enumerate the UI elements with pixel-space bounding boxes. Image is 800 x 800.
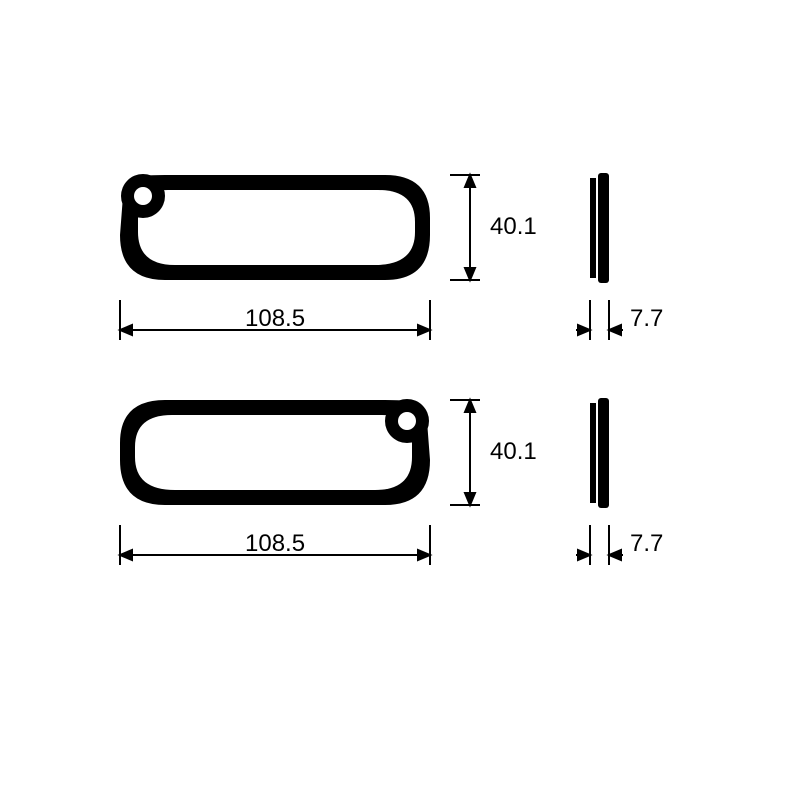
diagram-svg [0,0,800,800]
pad2-width-label: 108.5 [245,530,305,558]
pad2-front [120,399,430,505]
pad1-height-label: 40.1 [490,213,537,241]
pad1-front [120,174,430,280]
pad2-height-label: 40.1 [490,438,537,466]
pad2-side [590,398,609,508]
pad1-width-label: 108.5 [245,305,305,333]
pad1-side [590,173,609,283]
pad2-thickness-label: 7.7 [630,530,663,558]
pad1-thickness-label: 7.7 [630,305,663,333]
diagram-canvas: 108.5 40.1 7.7 108.5 40.1 7.7 [0,0,800,800]
